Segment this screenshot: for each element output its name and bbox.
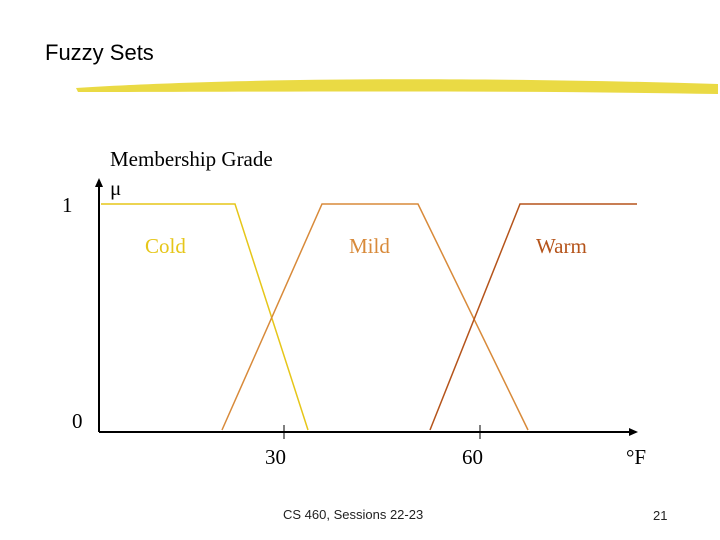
page-number: 21 xyxy=(653,508,668,523)
set-label-cold: Cold xyxy=(145,234,186,258)
y-axis-arrow xyxy=(95,178,103,187)
x-tick-label-30: 30 xyxy=(265,445,286,469)
y-axis-label: Membership Grade xyxy=(110,147,273,171)
x-tick-label-60: 60 xyxy=(462,445,483,469)
y-axis-symbol: μ xyxy=(110,176,122,200)
mild-membership-curve xyxy=(221,203,529,431)
slide-title: Fuzzy Sets xyxy=(45,40,154,65)
slide-footer: CS 460, Sessions 22-23 xyxy=(283,507,424,522)
x-unit-label: °F xyxy=(626,445,647,469)
set-label-mild: Mild xyxy=(349,234,390,258)
y-tick-label-1: 1 xyxy=(62,193,73,217)
x-axis-arrow xyxy=(629,428,638,436)
cold-membership-curve xyxy=(101,203,309,431)
warm-membership-curve xyxy=(429,203,637,431)
y-tick-label-0: 0 xyxy=(72,409,83,433)
title-underline xyxy=(76,79,718,94)
set-label-warm: Warm xyxy=(536,234,587,258)
